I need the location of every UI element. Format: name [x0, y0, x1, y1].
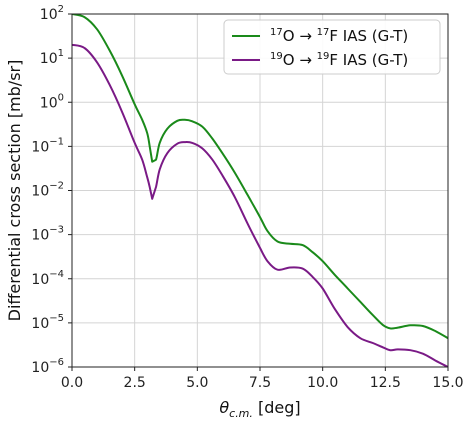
x-axis-label: θc.m. [deg] — [219, 398, 300, 420]
x-tick-label: 5.0 — [186, 375, 208, 391]
series-line-2 — [72, 43, 448, 367]
legend-label-2: 19O → 19F IAS (G-T) — [270, 51, 408, 69]
legend-label-1: 17O → 17F IAS (G-T) — [270, 27, 408, 45]
legend-box — [223, 19, 441, 75]
x-tick-label: 15.0 — [432, 375, 463, 391]
series-line-1 — [72, 14, 448, 340]
y-tick-label: 102 — [40, 4, 64, 23]
x-tick-label: 12.5 — [370, 375, 401, 391]
y-tick-label: 10−3 — [31, 225, 64, 244]
x-tick-label: 7.5 — [249, 375, 271, 391]
y-tick-label: 10−2 — [31, 181, 64, 200]
legend: 17O → 17F IAS (G-T) 19O → 19F IAS (G-T) — [223, 19, 441, 75]
y-tick-label: 10−1 — [31, 136, 64, 155]
y-axis-label: Differential cross section [mb/sr] — [5, 60, 24, 322]
series-layer — [72, 14, 448, 367]
x-tick-label: 0.0 — [61, 375, 83, 391]
x-tick-label: 2.5 — [124, 375, 146, 391]
x-tick-label: 10.0 — [307, 375, 338, 391]
y-tick-label: 101 — [40, 48, 64, 67]
y-axis: 10−6 10−5 10−4 10−3 10−2 10−1 100 101 102 — [31, 4, 72, 376]
y-tick-label: 10−4 — [31, 269, 64, 288]
y-tick-label: 10−6 — [31, 357, 64, 376]
x-axis: 0.0 2.5 5.0 7.5 10.0 12.5 15.0 — [61, 367, 464, 391]
y-tick-label: 100 — [40, 92, 64, 111]
y-tick-label: 10−5 — [31, 313, 64, 332]
